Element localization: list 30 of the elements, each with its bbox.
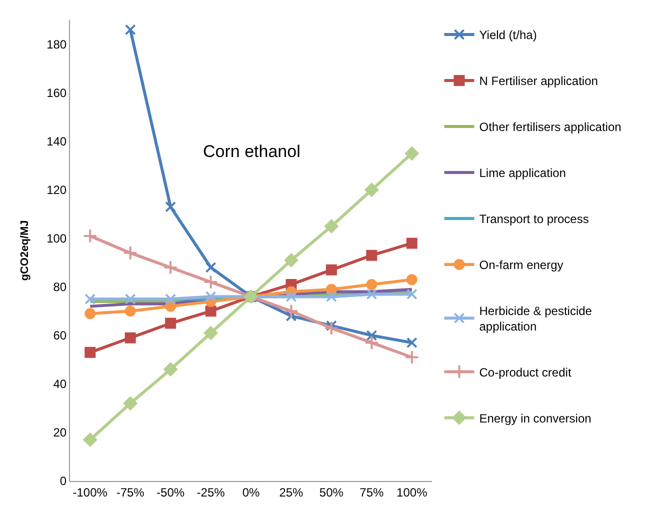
legend-label: Energy in conversion (479, 411, 592, 426)
x-tick-label: 0% (242, 485, 260, 500)
y-tick-label: 20 (53, 426, 67, 440)
y-tick-label: 140 (46, 134, 67, 149)
x-tick-label: 75% (360, 485, 384, 500)
legend-label: Co-product credit (479, 365, 572, 380)
x-tick-label: -25% (196, 485, 226, 500)
y-tick-label: 40 (53, 377, 67, 392)
x-tick-label: -75% (116, 485, 145, 500)
legend-label: On-farm energy (479, 258, 564, 272)
legend-label: N Fertiliser application (479, 74, 598, 88)
x-tick-label: 50% (319, 485, 344, 500)
y-tick-label: 80 (53, 280, 67, 294)
y-tick-label: 120 (46, 183, 67, 198)
y-axis-title: gCO2eq/MJ (19, 220, 32, 281)
x-tick-label: -100% (72, 485, 108, 500)
legend-label: Lime application (479, 166, 566, 180)
y-tick-label: 160 (46, 86, 67, 100)
legend-label: Transport to process (479, 212, 589, 226)
x-tick-label: -50% (156, 485, 185, 500)
y-tick-label: 180 (46, 37, 67, 52)
legend-label: Yield (t/ha) (479, 28, 537, 42)
legend-label: Herbicide & pesticide application (479, 304, 592, 334)
text: Corn ethanol (203, 142, 300, 161)
y-tick-label: 60 (53, 328, 67, 343)
legend-label: Other fertilisers application (479, 120, 622, 134)
x-tick-label: 100% (396, 485, 428, 500)
x-tick-label: 25% (279, 485, 304, 500)
y-tick-label: 0 (60, 474, 67, 488)
y-tick-label: 100 (46, 232, 67, 246)
